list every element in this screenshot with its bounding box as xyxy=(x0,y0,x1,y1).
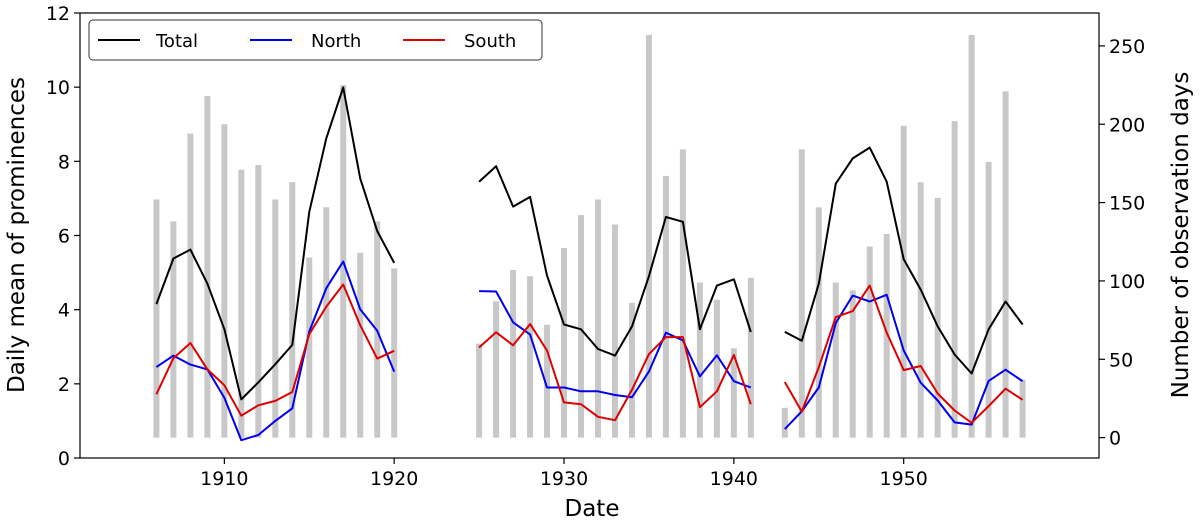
bar xyxy=(493,301,500,438)
bar xyxy=(934,197,941,438)
bar xyxy=(357,252,364,438)
bar xyxy=(968,34,975,438)
series-line-north xyxy=(155,260,396,442)
bar xyxy=(747,277,754,438)
y2-tick-label: 250 xyxy=(1109,36,1145,58)
legend-box xyxy=(88,19,543,61)
bar xyxy=(561,248,568,438)
y2-tick-label: 200 xyxy=(1109,114,1145,136)
bar xyxy=(713,299,720,438)
bar xyxy=(272,199,279,438)
bar xyxy=(611,224,618,438)
y-axis-right-title: Number of observation days xyxy=(1168,72,1194,399)
bar xyxy=(866,246,873,438)
y-axis-left: 0 2 4 6 8 10 12 xyxy=(46,3,80,470)
legend-label-north: North xyxy=(311,31,361,52)
y-tick-label: 4 xyxy=(58,300,70,322)
bar xyxy=(476,343,483,438)
bar xyxy=(153,199,160,438)
series-line-south xyxy=(478,323,752,422)
x-axis-title: Date xyxy=(565,496,620,521)
bar xyxy=(510,269,517,438)
y-axis-left-title: Daily mean of prominences xyxy=(4,77,30,393)
series-line-total xyxy=(155,86,396,401)
bar xyxy=(204,96,211,438)
y2-tick-label: 100 xyxy=(1109,271,1145,293)
series-line-north xyxy=(784,293,1024,430)
bar xyxy=(221,124,228,438)
y2-tick-label: 150 xyxy=(1109,193,1145,215)
y-tick-label: 10 xyxy=(46,77,70,99)
bar xyxy=(255,164,262,438)
series-line-south xyxy=(155,283,395,417)
bar xyxy=(1019,379,1026,438)
series-line-total xyxy=(784,146,1024,375)
y-axis-right: 0 50 100 150 200 250 xyxy=(1099,36,1145,450)
bar xyxy=(645,34,652,438)
bar xyxy=(594,199,601,438)
legend-label-south: South xyxy=(464,31,516,52)
bar xyxy=(628,302,635,438)
bar xyxy=(544,324,551,438)
legend: Total North South xyxy=(88,19,543,61)
x-tick-label: 1950 xyxy=(880,468,928,490)
x-tick-label: 1940 xyxy=(710,468,758,490)
bar xyxy=(917,182,924,438)
y2-tick-label: 0 xyxy=(1109,428,1121,450)
bar xyxy=(832,282,839,438)
bar xyxy=(815,207,822,438)
bar xyxy=(951,121,958,438)
bar xyxy=(900,125,907,438)
bar xyxy=(730,348,737,438)
bar xyxy=(798,149,805,438)
y-tick-label: 0 xyxy=(58,448,70,470)
lines-layer xyxy=(155,86,1024,442)
y-tick-label: 6 xyxy=(58,226,70,248)
bar xyxy=(238,169,245,438)
legend-label-total: Total xyxy=(155,31,198,52)
bar xyxy=(985,161,992,438)
x-tick-label: 1930 xyxy=(540,468,588,490)
y2-tick-label: 50 xyxy=(1109,349,1133,371)
bar xyxy=(306,257,313,438)
bar xyxy=(187,133,194,438)
bar xyxy=(883,233,890,438)
y-tick-label: 2 xyxy=(58,374,70,396)
bar xyxy=(391,268,398,438)
bar xyxy=(696,282,703,438)
bar xyxy=(527,276,534,438)
series-line-total xyxy=(478,165,752,357)
bar xyxy=(323,207,330,438)
bar xyxy=(170,221,177,438)
x-axis: 1910 1920 1930 1940 1950 xyxy=(200,458,928,490)
x-tick-label: 1920 xyxy=(370,468,418,490)
y-tick-label: 8 xyxy=(58,151,70,173)
bar xyxy=(578,215,585,438)
bar xyxy=(849,290,856,438)
series-line-south xyxy=(783,284,1024,424)
bar xyxy=(289,182,296,438)
bars-layer xyxy=(153,34,1026,438)
bar xyxy=(781,407,788,438)
x-tick-label: 1910 xyxy=(200,468,248,490)
y-tick-label: 12 xyxy=(46,3,70,25)
bar xyxy=(662,175,669,438)
bar xyxy=(679,149,686,438)
bar xyxy=(1002,91,1009,438)
